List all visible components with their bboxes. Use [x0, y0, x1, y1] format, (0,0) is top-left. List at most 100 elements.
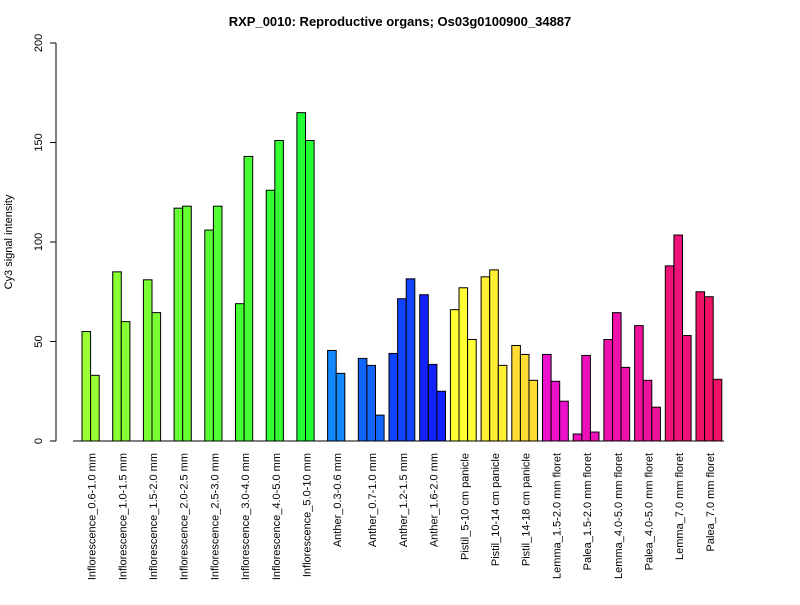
bar: [204, 229, 214, 442]
bar: [612, 312, 622, 442]
bar: [151, 312, 162, 442]
bar: [427, 363, 438, 442]
bar-group: [235, 155, 254, 442]
bar-group: [634, 325, 661, 442]
category-label: Inflorescence_4.0-5.0 mm: [271, 453, 283, 580]
bar-group: [265, 140, 284, 442]
bar: [436, 390, 446, 442]
bar: [449, 309, 460, 442]
category-label: Anther_0.7-1.0 mm: [367, 453, 379, 547]
bar-group: [81, 331, 100, 442]
category-label: Lemma_1.5-2.0 mm floret: [551, 453, 563, 579]
bar-group: [572, 354, 600, 442]
category-label: Pistil_14-18 cm panicle: [521, 453, 533, 566]
bar: [357, 357, 368, 442]
bar-group: [112, 271, 131, 442]
bar-group: [449, 287, 477, 442]
bar: [182, 205, 192, 442]
bar: [274, 140, 284, 442]
bar-group: [480, 269, 508, 442]
bar: [397, 298, 407, 442]
bar-group: [664, 234, 692, 442]
category-label: Pistil_10-14 cm panicle: [490, 453, 502, 566]
category-label: Inflorescence_2.5-3.0 mm: [209, 453, 221, 580]
bar: [120, 321, 131, 442]
y-tick-label: 200: [33, 34, 45, 52]
bar: [712, 378, 723, 442]
bar: [673, 234, 684, 442]
y-axis-label: Cy3 signal intensity: [3, 194, 15, 289]
bar: [528, 379, 539, 442]
bar: [419, 294, 429, 442]
category-label: Anther_1.6-2.0 mm: [429, 453, 441, 547]
bar-group: [357, 357, 385, 442]
bar: [572, 433, 583, 442]
bar: [173, 207, 184, 442]
bar-group: [142, 279, 162, 442]
bar-group: [327, 349, 346, 442]
bar-group: [419, 294, 446, 442]
bar: [620, 366, 631, 442]
bar: [81, 331, 92, 442]
y-tick-label: 50: [33, 335, 45, 347]
category-label: Inflorescence_3.0-4.0 mm: [240, 453, 252, 580]
bar: [375, 414, 385, 442]
bar: [489, 269, 499, 442]
bar: [682, 335, 692, 442]
category-label: Palea_1.5-2.0 mm floret: [582, 453, 594, 570]
category-label: Palea_4.0-5.0 mm floret: [644, 453, 656, 570]
bar: [664, 265, 675, 442]
bar: [581, 354, 591, 442]
category-label: Anther_1.2-1.5 mm: [398, 453, 410, 547]
bar: [550, 380, 561, 442]
bar: [634, 325, 644, 442]
category-label: Inflorescence_5.0-10 mm: [302, 453, 314, 577]
bar-group: [204, 205, 223, 442]
bar: [704, 296, 714, 442]
bar: [305, 140, 315, 442]
bar: [467, 339, 477, 442]
bar: [235, 303, 245, 442]
category-label: Lemma_7.0 mm floret: [674, 453, 686, 560]
bar: [480, 276, 491, 442]
bar: [695, 291, 706, 442]
y-tick-label: 0: [33, 438, 45, 444]
bar: [296, 112, 306, 442]
y-axis: 0 50 100 150 200: [33, 34, 57, 444]
bar: [388, 352, 399, 442]
bar-group: [603, 312, 631, 442]
category-label: Inflorescence_1.5-2.0 mm: [148, 453, 160, 580]
bar: [212, 205, 223, 442]
bar: [327, 349, 337, 442]
bar: [589, 431, 600, 442]
bar: [112, 271, 122, 442]
y-tick-label: 100: [33, 233, 45, 251]
bar-group: [388, 278, 416, 442]
bar: [497, 364, 508, 442]
bar: [651, 406, 661, 442]
bar-group: [542, 353, 569, 442]
category-label: Lemma_4.0-5.0 mm floret: [613, 453, 625, 579]
bar: [542, 353, 552, 442]
category-label: Palea_7.0 mm floret: [705, 453, 717, 551]
bar: [243, 155, 254, 442]
bars: [81, 112, 723, 442]
bar: [519, 353, 530, 442]
bar: [265, 189, 276, 442]
bar: [90, 374, 100, 442]
category-label: Inflorescence_0.6-1.0 mm: [87, 453, 99, 580]
category-label: Inflorescence_1.0-1.5 mm: [117, 453, 129, 580]
category-label: Inflorescence_2.0-2.5 mm: [179, 453, 191, 580]
category-label: Anther_0.3-0.6 mm: [332, 453, 344, 547]
bar: [603, 339, 614, 442]
bar: [511, 344, 521, 442]
bar-group: [695, 291, 723, 442]
bar-group: [173, 205, 192, 442]
bar: [366, 364, 376, 442]
chart-title: RXP_0010: Reproductive organs; Os03g0100…: [229, 14, 572, 29]
bar-group: [511, 344, 539, 442]
bar: [335, 372, 346, 442]
bar: [559, 400, 569, 442]
